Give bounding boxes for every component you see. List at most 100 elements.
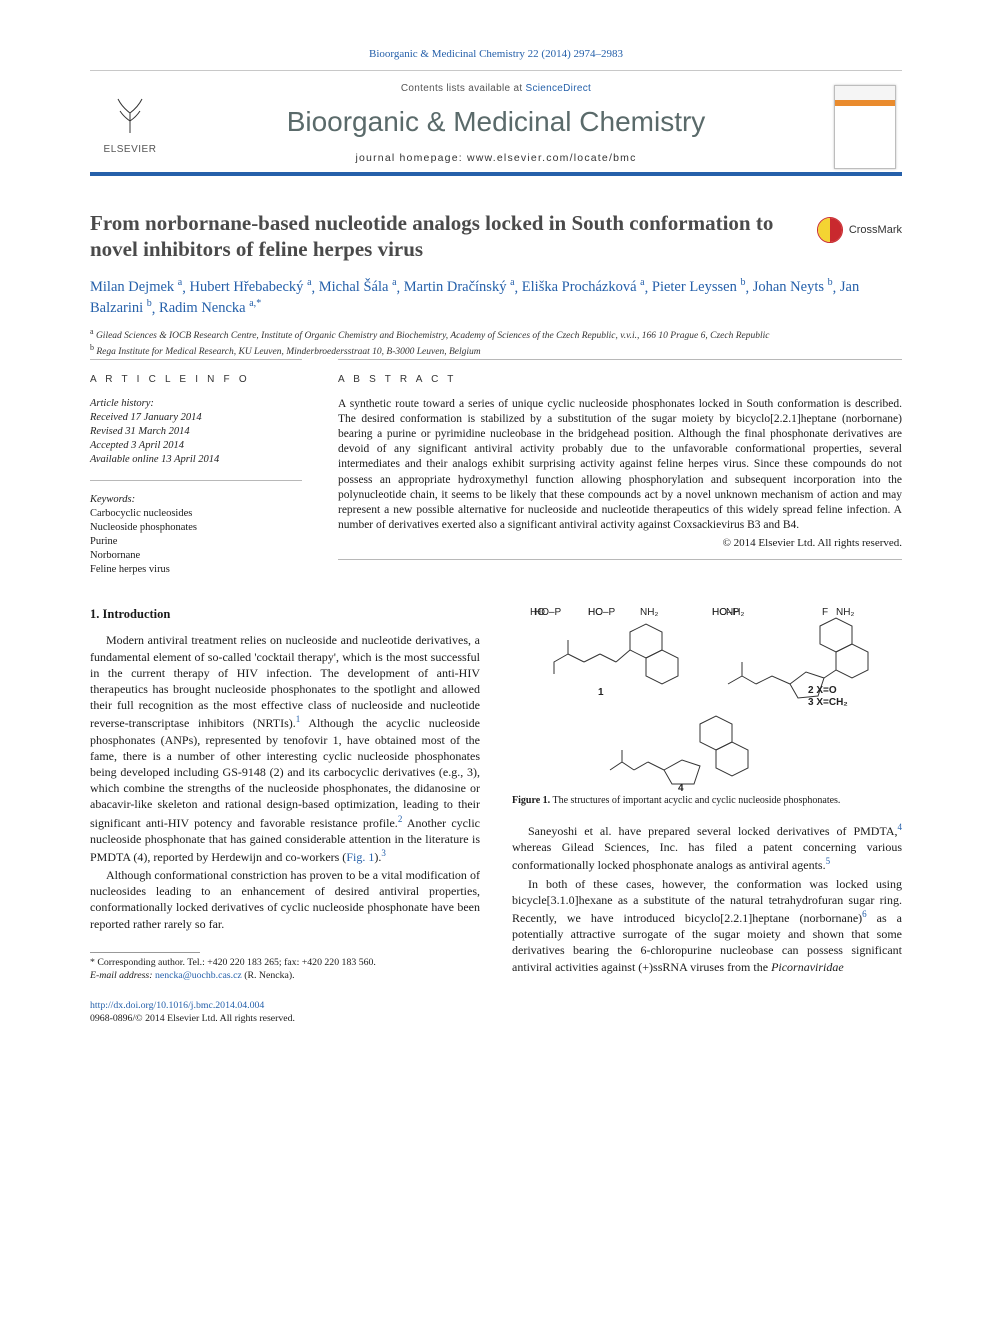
affiliations: a Gilead Sciences & IOCB Research Centre… xyxy=(90,327,902,359)
affiliation: a Gilead Sciences & IOCB Research Centre… xyxy=(90,327,902,343)
molecule-1-icon xyxy=(520,614,680,694)
mol4-ho: HO xyxy=(588,606,603,620)
journal-homepage: journal homepage: www.elsevier.com/locat… xyxy=(90,152,902,164)
affil-sup: a xyxy=(90,327,94,336)
ref-3[interactable]: 3 xyxy=(381,848,386,858)
intro-p1b: Although the acyclic nucleoside phosphon… xyxy=(90,716,480,829)
mol1-label: 1 xyxy=(598,686,604,700)
col2-para-1: Saneyoshi et al. have prepared several l… xyxy=(512,821,902,874)
corr-author-footnote: * Corresponding author. Tel.: +420 220 1… xyxy=(90,957,480,982)
doi-block: http://dx.doi.org/10.1016/j.bmc.2014.04.… xyxy=(90,1000,480,1025)
journal-home-prefix: journal homepage: xyxy=(355,152,467,164)
elsevier-logo: ELSEVIER xyxy=(96,93,164,155)
history-received: Received 17 January 2014 xyxy=(90,411,302,425)
crossmark-label: CrossMark xyxy=(849,224,902,236)
author: Eliška Procházková a xyxy=(522,279,645,295)
author: Pieter Leyssen b xyxy=(652,279,746,295)
affiliation: b Rega Institute for Medical Research, K… xyxy=(90,343,902,359)
author-affil-sup: b xyxy=(740,278,745,289)
body-col-left: 1. Introduction Modern antiviral treatme… xyxy=(90,606,480,1026)
corr-email-link[interactable]: nencka@uochb.cas.cz xyxy=(155,970,242,981)
c2p1a: Saneyoshi et al. have prepared several l… xyxy=(528,824,898,838)
sciencedirect-link[interactable]: ScienceDirect xyxy=(525,83,591,94)
intro-para-1: Modern antiviral treatment relies on nuc… xyxy=(90,632,480,865)
doi-link[interactable]: http://dx.doi.org/10.1016/j.bmc.2014.04.… xyxy=(90,1000,264,1011)
history-label: Article history: xyxy=(90,397,302,411)
c2p2a: In both of these cases, however, the con… xyxy=(512,877,902,925)
author-affil-sup: a xyxy=(510,278,514,289)
cover-thumbnail xyxy=(834,85,896,169)
elsevier-text: ELSEVIER xyxy=(96,144,164,155)
email-label: E-mail address: xyxy=(90,970,153,981)
col2-para-2: In both of these cases, however, the con… xyxy=(512,876,902,975)
mol4-label: 4 xyxy=(678,782,684,796)
body-col-right: NH₂ HO–P HO 1 NH₂ HO–P HO F xyxy=(512,606,902,1026)
history-online: Available online 13 April 2014 xyxy=(90,453,302,467)
abstract-head: A B S T R A C T xyxy=(338,374,902,385)
keywords-label: Keywords: xyxy=(90,493,302,507)
author: Martin Dračínský a xyxy=(404,279,515,295)
fig1-caption-text: The structures of important acyclic and … xyxy=(550,795,840,806)
mol3-label: 3 X=CH₂ xyxy=(808,696,848,710)
history-revised: Revised 31 March 2014 xyxy=(90,425,302,439)
author-affil-sup: a xyxy=(640,278,644,289)
mol2-f: F xyxy=(822,606,828,620)
keyword: Norbornane xyxy=(90,549,302,563)
keyword: Nucleoside phosphonates xyxy=(90,521,302,535)
history-accepted: Accepted 3 April 2014 xyxy=(90,439,302,453)
author: Milan Dejmek a xyxy=(90,279,182,295)
journal-name: Bioorganic & Medicinal Chemistry xyxy=(90,106,902,138)
journal-home-url[interactable]: www.elsevier.com/locate/bmc xyxy=(467,152,637,164)
corr-text: Corresponding author. Tel.: +420 220 183… xyxy=(97,957,376,968)
issn-copyright: 0968-0896/© 2014 Elsevier Ltd. All right… xyxy=(90,1013,295,1024)
mol1-ho: HO xyxy=(530,606,545,620)
molecule-2-3-icon xyxy=(712,610,882,704)
corr-tail: (R. Nencka). xyxy=(242,970,295,981)
keywords-block: Keywords: Carbocyclic nucleosidesNucleos… xyxy=(90,493,302,578)
journal-header: ELSEVIER Contents lists available at Sci… xyxy=(90,70,902,176)
ref-5[interactable]: 5 xyxy=(826,856,831,866)
affil-sup: b xyxy=(90,343,94,352)
article-info-head: A R T I C L E I N F O xyxy=(90,374,302,385)
abstract-col: A B S T R A C T A synthetic route toward… xyxy=(338,359,902,578)
author-affil-sup: a xyxy=(178,278,182,289)
figure-1-structures: NH₂ HO–P HO 1 NH₂ HO–P HO F xyxy=(512,606,902,790)
keyword: Carbocyclic nucleosides xyxy=(90,507,302,521)
section-1-title: 1. Introduction xyxy=(90,606,480,623)
mol2-nh2: NH₂ xyxy=(836,606,854,620)
ref-4[interactable]: 4 xyxy=(898,822,903,832)
elsevier-tree-icon xyxy=(96,93,164,144)
contents-line: Contents lists available at ScienceDirec… xyxy=(90,83,902,94)
author: Johan Neyts b xyxy=(753,279,833,295)
author: Michal Šála a xyxy=(319,279,397,295)
fig1-link[interactable]: Fig. 1 xyxy=(346,850,374,864)
author-affil-sup: b xyxy=(828,278,833,289)
crossmark-badge[interactable]: CrossMark xyxy=(817,217,902,243)
c2p1b: whereas Gilead Sciences, Inc. has filed … xyxy=(512,840,902,872)
molecule-4-icon xyxy=(592,710,762,788)
corr-star-icon: * xyxy=(256,299,261,310)
footnote-rule xyxy=(90,952,200,953)
crossmark-icon xyxy=(817,217,843,243)
author-affil-sup: b xyxy=(147,299,152,310)
copyright-line: © 2014 Elsevier Ltd. All rights reserved… xyxy=(338,537,902,549)
c2p2c: Picornaviridae xyxy=(771,960,844,974)
author: Radim Nencka a,* xyxy=(159,300,261,316)
mol2-ho: HO xyxy=(712,606,727,620)
mol4-nh2: NH₂ xyxy=(726,606,744,620)
fig1-caption-bold: Figure 1. xyxy=(512,795,550,806)
figure-1-caption: Figure 1. The structures of important ac… xyxy=(512,794,902,808)
figure-1: NH₂ HO–P HO 1 NH₂ HO–P HO F xyxy=(512,606,902,808)
abstract-text: A synthetic route toward a series of uni… xyxy=(338,397,902,534)
author-affil-sup: a xyxy=(307,278,311,289)
contents-prefix: Contents lists available at xyxy=(401,83,526,94)
top-citation: Bioorganic & Medicinal Chemistry 22 (201… xyxy=(90,48,902,60)
author-affil-sup: a xyxy=(392,278,396,289)
author: Hubert Hřebabecký a xyxy=(190,279,312,295)
intro-para-2: Although conformational constriction has… xyxy=(90,867,480,932)
keyword: Purine xyxy=(90,535,302,549)
keyword: Feline herpes virus xyxy=(90,563,302,577)
article-title: From norbornane-based nucleotide analogs… xyxy=(90,210,780,263)
article-history: Article history: Received 17 January 201… xyxy=(90,397,302,481)
article-info-col: A R T I C L E I N F O Article history: R… xyxy=(90,359,302,578)
